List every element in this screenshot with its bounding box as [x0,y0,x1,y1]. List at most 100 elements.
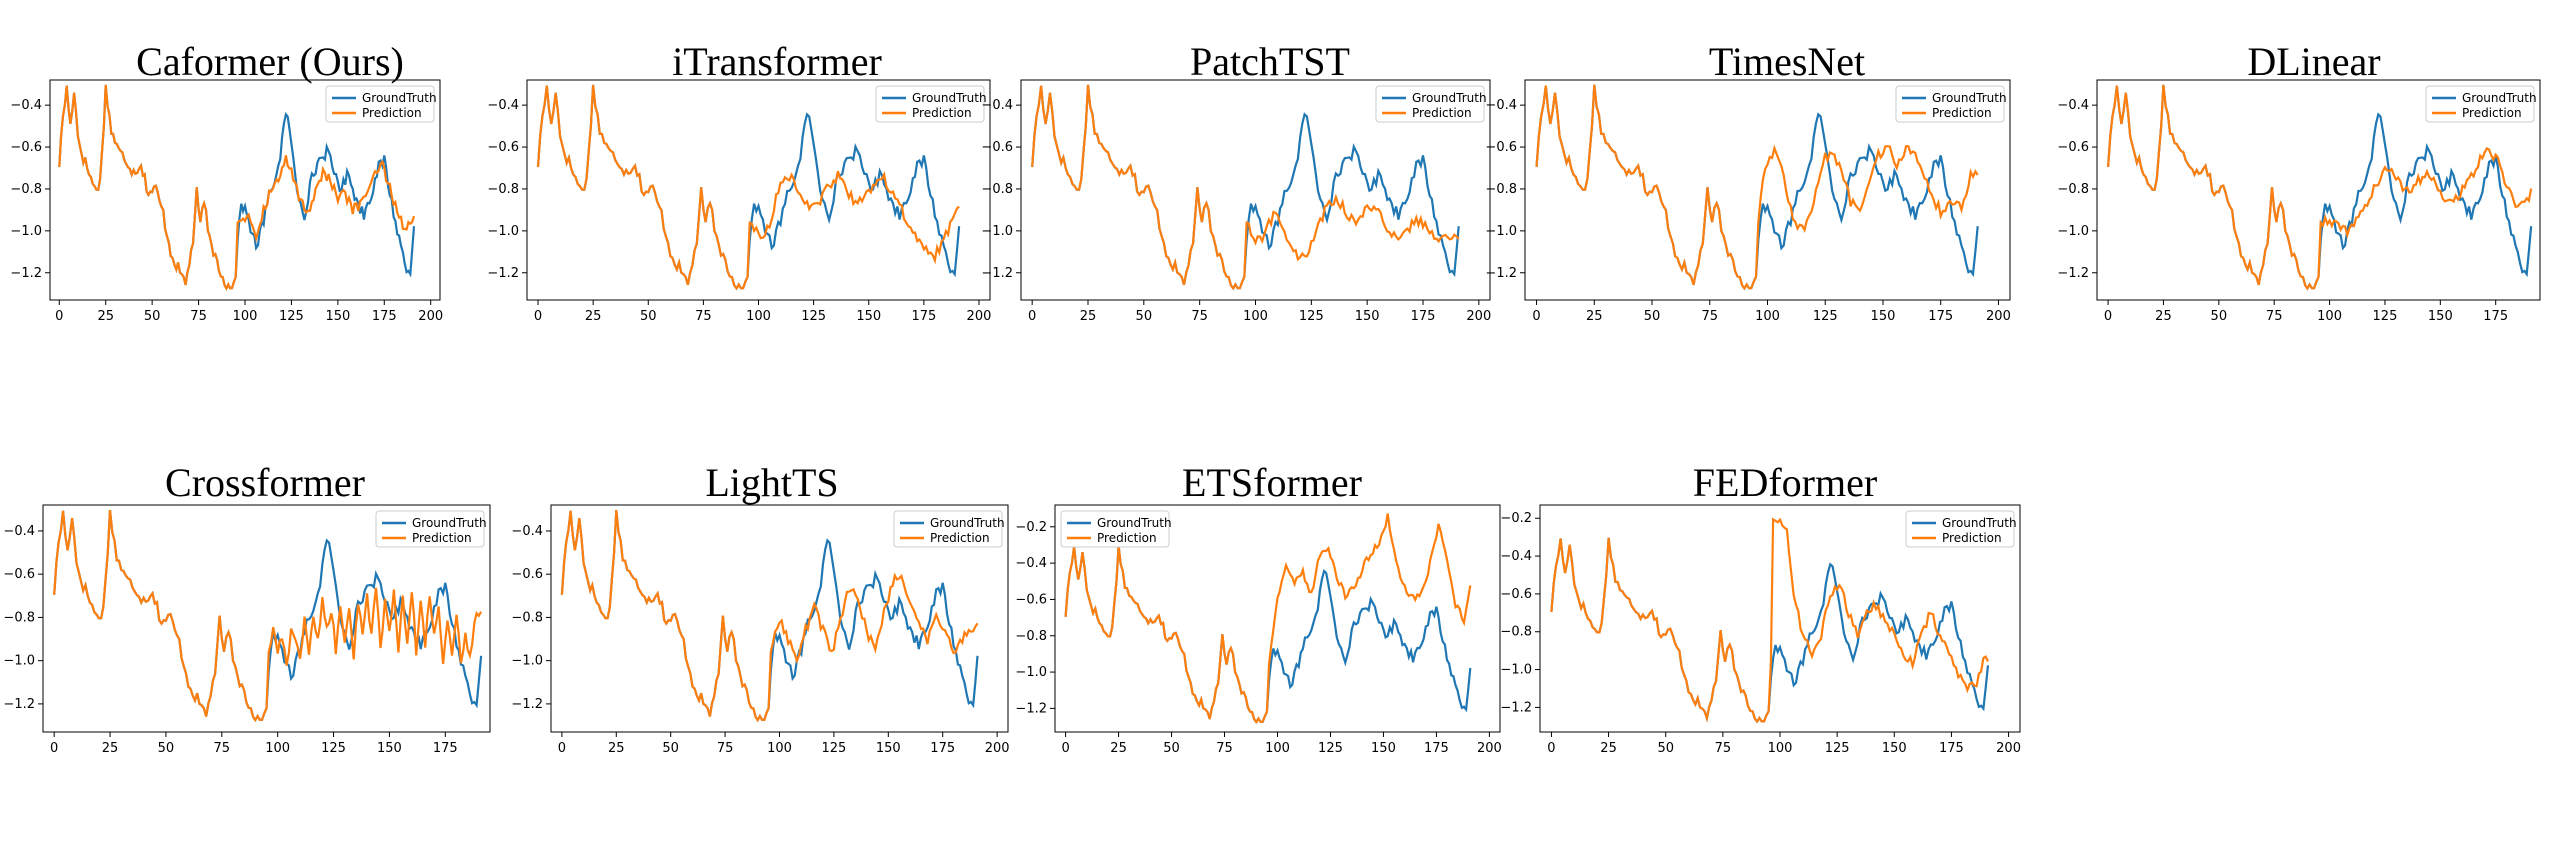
y-tick-label: −1.0 [981,224,1013,239]
y-tick-label: −1.2 [487,266,519,281]
chart-title: ETSformer [1182,460,1362,505]
x-tick-label: 175 [2483,309,2508,324]
x-tick-label: 200 [1996,741,2021,756]
x-tick-label: 100 [2317,309,2342,324]
legend-label: GroundTruth [1412,91,1487,105]
y-tick-label: −0.4 [1015,556,1047,571]
chart-panel-dlinear: DLinear 0 25 50 75 100 125 150 175 −0.4 −0.6 −0.8 −1… [2057,39,2541,324]
chart-panel-itransformer: iTransformer 0 25 50 75 100 125 150 175 200 −0.4 −0… [487,39,991,324]
y-tick-label: −1.2 [1015,701,1047,716]
x-tick-label: 175 [930,741,955,756]
x-tick-label: 100 [265,741,290,756]
x-tick-label: 0 [1061,741,1069,756]
y-tick-label: −0.6 [1500,587,1532,602]
x-tick-label: 200 [967,309,992,324]
x-tick-label: 50 [640,309,657,324]
legend-label: GroundTruth [1097,516,1172,530]
x-tick-label: 200 [1986,309,2011,324]
x-tick-label: 0 [2104,309,2112,324]
x-tick-label: 150 [876,741,901,756]
legend-label: Prediction [1942,531,2002,545]
chart-title: iTransformer [672,39,882,84]
y-tick-label: −0.4 [10,98,42,113]
y-tick-label: −1.0 [1485,224,1517,239]
legend-label: Prediction [362,106,422,120]
legend-label: Prediction [2462,106,2522,120]
series-prediction-line [1550,517,1989,724]
x-tick-label: 100 [1265,741,1290,756]
x-tick-label: 100 [233,309,258,324]
y-tick-label: −0.8 [3,610,35,625]
y-tick-label: −1.0 [1015,665,1047,680]
x-tick-label: 75 [1715,741,1732,756]
x-tick-label: 150 [1871,309,1896,324]
x-tick-label: 75 [190,309,207,324]
x-tick-label: 0 [55,309,63,324]
y-tick-label: −0.6 [2057,140,2089,155]
series-prediction-line [53,509,483,723]
y-tick-label: −1.2 [1485,266,1517,281]
y-tick-label: −0.8 [487,182,519,197]
y-tick-label: −0.6 [981,140,1013,155]
x-tick-label: 50 [1644,309,1661,324]
x-tick-label: 125 [1825,741,1850,756]
chart-panel-timesnet: TimesNet 0 25 50 75 100 125 150 175 200 −0.4 −0.6 −0… [1485,39,2010,324]
x-tick-label: 175 [433,741,458,756]
y-tick-label: −0.4 [511,524,543,539]
x-tick-label: 25 [1600,741,1617,756]
y-tick-label: −0.6 [487,140,519,155]
y-tick-label: −0.8 [2057,182,2089,197]
x-tick-label: 150 [856,309,881,324]
legend-label: GroundTruth [362,91,437,105]
x-tick-label: 75 [695,309,712,324]
y-tick-label: −0.8 [981,182,1013,197]
y-tick-label: −1.2 [3,697,35,712]
legend-label: Prediction [930,531,990,545]
x-tick-label: 200 [1466,309,1491,324]
series-prediction-line [536,84,960,291]
legend-label: GroundTruth [930,516,1005,530]
legend-label: GroundTruth [912,91,987,105]
x-tick-label: 0 [50,741,58,756]
legend-label: Prediction [1412,106,1472,120]
x-tick-label: 25 [1586,309,1603,324]
legend-label: GroundTruth [412,516,487,530]
y-tick-label: −1.0 [3,654,35,669]
x-tick-label: 50 [144,309,161,324]
x-tick-label: 175 [1411,309,1436,324]
x-tick-label: 175 [911,309,936,324]
chart-panel-fedformer: FEDformer 0 25 50 75 100 125 150 175 200 −0.2 −0.4 −… [1500,460,2021,756]
chart-title: DLinear [2247,39,2380,84]
y-tick-label: −0.8 [1015,629,1047,644]
x-tick-label: 50 [1163,741,1180,756]
chart-title: Caformer (Ours) [136,39,404,84]
x-tick-label: 125 [1299,309,1324,324]
x-tick-label: 125 [279,309,304,324]
x-tick-label: 0 [534,309,542,324]
x-tick-label: 125 [2373,309,2398,324]
x-tick-label: 75 [1191,309,1208,324]
chart-title: PatchTST [1190,39,1350,84]
x-tick-label: 0 [558,741,566,756]
series-prediction-line [1535,84,1979,291]
y-tick-label: −0.8 [1485,182,1517,197]
legend-label: Prediction [1932,106,1992,120]
y-tick-label: −1.2 [981,266,1013,281]
x-tick-label: 25 [97,309,114,324]
x-tick-label: 150 [2428,309,2453,324]
x-tick-label: 50 [2211,309,2228,324]
chart-panel-patchtst: PatchTST 0 25 50 75 100 125 150 175 200 −0.4 −0.6 −0… [981,39,1491,324]
x-tick-label: 50 [1136,309,1153,324]
y-tick-label: −0.6 [1015,592,1047,607]
x-tick-label: 100 [1243,309,1268,324]
x-tick-label: 25 [1110,741,1127,756]
y-tick-label: −1.2 [1500,700,1532,715]
x-tick-label: 125 [1813,309,1838,324]
x-tick-label: 75 [717,741,734,756]
